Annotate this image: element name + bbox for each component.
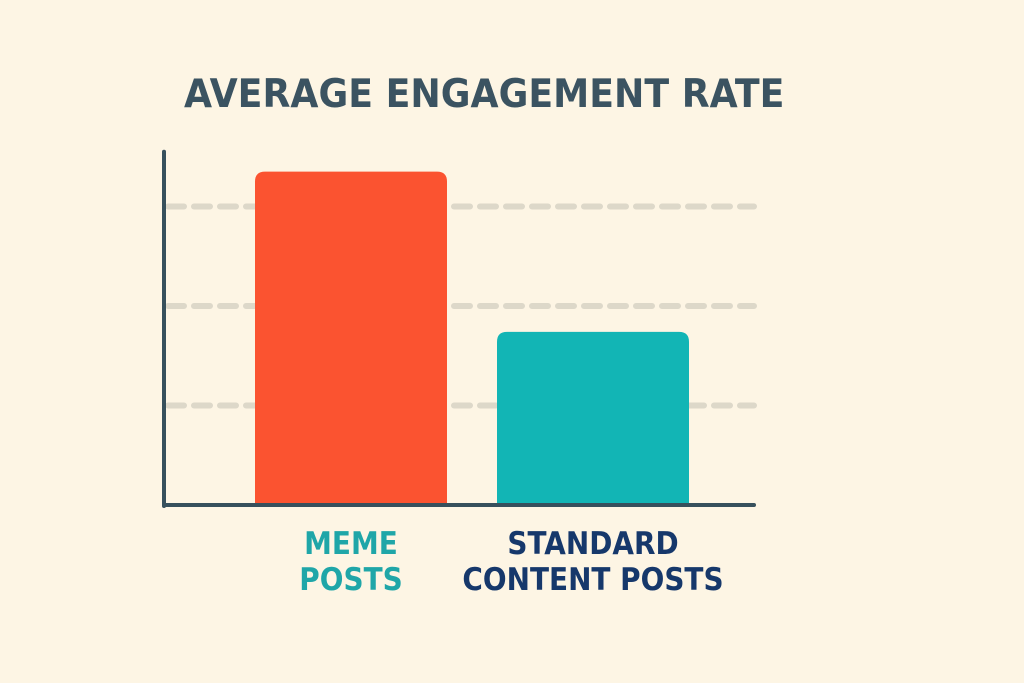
x-label-line: STANDARD xyxy=(507,526,679,562)
x-label-line: MEME xyxy=(304,526,398,562)
x-label-meme-posts: MEME POSTS xyxy=(261,526,441,598)
x-label-line: POSTS xyxy=(299,562,403,598)
x-label-standard-content-posts: STANDARD CONTENT POSTS xyxy=(458,526,728,598)
bar-0 xyxy=(255,171,447,506)
bar-1 xyxy=(497,331,689,505)
x-label-line: CONTENT POSTS xyxy=(462,562,724,598)
chart-title: AVERAGE ENGAGEMENT RATE xyxy=(184,72,785,117)
